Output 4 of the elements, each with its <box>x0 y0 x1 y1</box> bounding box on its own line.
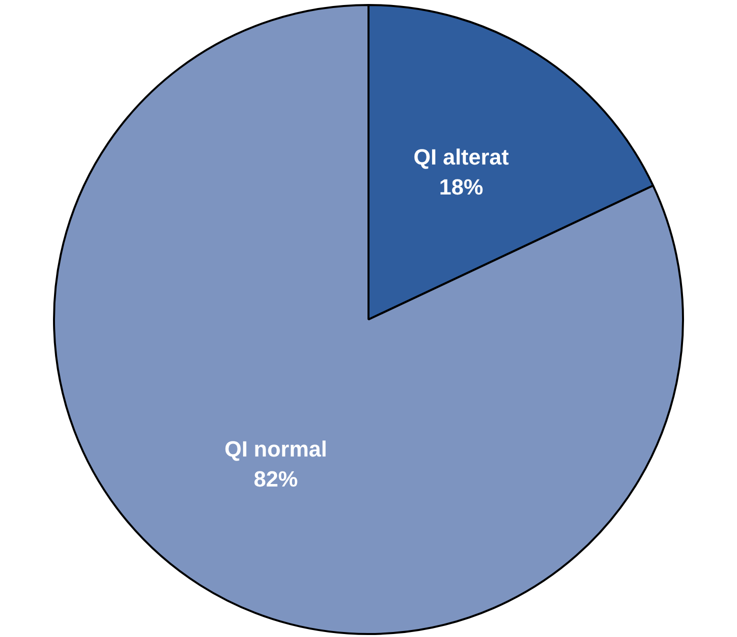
data-label: 18% <box>439 174 484 200</box>
data-label: 82% <box>254 466 298 492</box>
slice-label: QI alterat <box>413 144 510 170</box>
slice-label: QI normal <box>224 436 328 462</box>
